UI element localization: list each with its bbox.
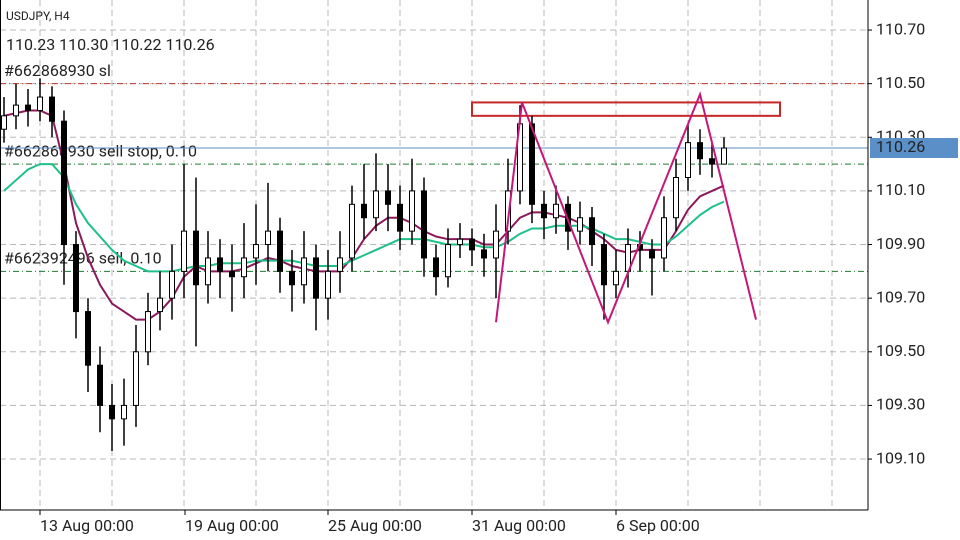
candle-body [613,270,619,286]
y-tick-label: 109.70 [876,287,925,306]
candle-body [133,351,139,406]
candle-body [97,364,103,406]
candle-body [721,147,727,165]
candle-body [1,115,7,130]
candle-body [325,270,331,299]
candle-body [229,270,235,278]
order-label: #662868930 sell stop, 0.10 [4,141,197,160]
plot-area: #662868930 sl #662868930 sell stop, 0.10 #… [0,61,868,452]
candle-body [85,311,91,366]
candle-body [421,190,427,259]
candle-body [685,142,691,179]
order-label: #662392496 sell, 0.10 [4,249,162,268]
zigzag [495,91,757,326]
candle-body [145,311,151,353]
candle-body [73,244,79,313]
candle-body [349,203,355,259]
candle-body [169,270,175,299]
y-tick-label: 110.70 [876,19,925,38]
candle-body [373,190,379,219]
candle-body [61,120,67,246]
candle-body [673,177,679,219]
candle-body [289,270,295,286]
candle-body [301,257,307,286]
bid-price-label: 110.26 [876,137,925,156]
x-tick-label: 25 Aug 00:00 [328,516,422,535]
candle-body [709,158,715,165]
candle-body [541,203,547,219]
candle-body [661,217,667,259]
candle-body [49,96,55,122]
moving-average [3,163,725,273]
y-tick-label: 109.50 [876,341,925,360]
candle-body [337,257,343,272]
candle-body [457,238,463,246]
chart-title: USDJPY, H4 [6,9,70,23]
candle-body [697,142,703,160]
order-label: #662868930 sl [4,61,111,80]
candle-body [217,257,223,272]
rectangle-object [471,101,781,117]
candle-body [121,404,127,420]
axes: 110.70110.50110.30110.10109.90109.70109.… [39,19,958,535]
candle-body [385,190,391,205]
candle-body [265,230,271,246]
candle-body [433,257,439,278]
candle-body [397,203,403,232]
candle-body [253,244,259,259]
x-tick-label: 19 Aug 00:00 [185,516,279,535]
candle-body [157,297,163,313]
x-tick-label: 6 Sep 00:00 [616,516,700,535]
candle-body [241,257,247,278]
candle-body [577,217,583,232]
candle-body [205,257,211,286]
y-tick-label: 109.30 [876,395,925,414]
candle-body [25,104,31,111]
candle-body [649,249,655,259]
candle-body [109,404,115,420]
x-tick-label: 31 Aug 00:00 [472,516,566,535]
candle-body [505,190,511,232]
candle-body [445,244,451,278]
candle-body [529,123,535,205]
candle-body [601,244,607,286]
candle-body [13,104,19,117]
candle-body [553,203,559,219]
candle-body [181,230,187,272]
candle-body [277,230,283,272]
candle-body [409,190,415,232]
y-tick-label: 110.50 [876,73,925,92]
candle-body [481,249,487,259]
candle-body [589,217,595,246]
candle-body [193,230,199,286]
y-tick-label: 109.10 [876,448,925,467]
x-tick-label: 13 Aug 00:00 [40,516,134,535]
candle-body [313,257,319,299]
candle-body [469,238,475,251]
bid-price-box [870,138,958,159]
y-tick-label: 109.90 [876,234,925,253]
y-tick-label: 110.10 [876,180,925,199]
ohlc-readout: 110.23 110.30 110.22 110.26 [6,35,215,54]
candle-body [493,230,499,259]
candle-body [361,203,367,219]
candle-body [37,96,43,111]
